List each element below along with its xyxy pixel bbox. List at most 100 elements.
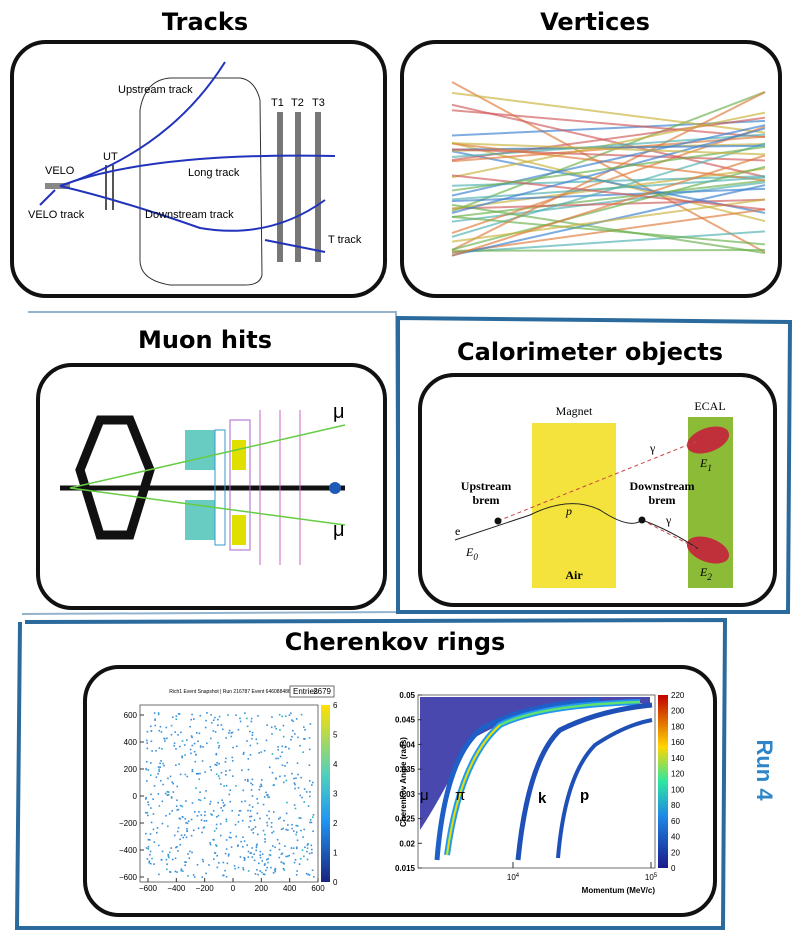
hit [294, 862, 296, 864]
hit [181, 757, 183, 759]
hit [251, 738, 253, 740]
hit [151, 822, 153, 824]
hit [221, 772, 223, 774]
hit [196, 773, 198, 775]
hit [158, 769, 160, 771]
colorbar-tick-label: 0 [333, 878, 338, 887]
hit [288, 748, 290, 750]
hit [214, 764, 216, 766]
hit [277, 749, 279, 751]
hit [304, 729, 306, 731]
hit [204, 815, 206, 817]
hit [229, 801, 231, 803]
hit [153, 863, 155, 865]
hit [225, 758, 227, 760]
hit [180, 732, 182, 734]
hit [220, 823, 222, 825]
hit [302, 751, 304, 753]
colorbar-tick-label: 140 [671, 754, 685, 763]
hit [307, 859, 309, 861]
hit [223, 862, 225, 864]
hit [293, 778, 295, 780]
hit [191, 737, 193, 739]
hit [257, 802, 259, 804]
hit [218, 862, 220, 864]
hit [148, 769, 150, 771]
hit [148, 846, 150, 848]
hit [278, 818, 280, 820]
hit [197, 773, 199, 775]
hit [206, 743, 208, 745]
hit [204, 797, 206, 799]
hit [184, 744, 186, 746]
hit [175, 858, 177, 860]
hit [293, 847, 295, 849]
hit [161, 731, 163, 733]
hit [228, 853, 230, 855]
hit [280, 861, 282, 863]
y-tick-label: 200 [124, 765, 138, 774]
hit [150, 863, 152, 865]
hit [214, 717, 216, 719]
hit [297, 774, 299, 776]
hit [150, 762, 152, 764]
hit [264, 864, 266, 866]
hit [170, 776, 172, 778]
hit [291, 847, 293, 849]
hit [230, 837, 232, 839]
hit [297, 737, 299, 739]
hit [252, 806, 254, 808]
x-tick-label: 0 [231, 884, 236, 893]
colorbar-tick-label: 120 [671, 770, 685, 779]
hit [283, 782, 285, 784]
hit [234, 865, 236, 867]
axis-label: Momentum (MeV/c) [582, 886, 656, 895]
hit [303, 738, 305, 740]
hit [274, 726, 276, 728]
hit [190, 753, 192, 755]
hit [254, 819, 256, 821]
hit [258, 752, 260, 754]
particle-label: π [455, 787, 465, 804]
hit [170, 871, 172, 873]
hit [195, 761, 197, 763]
hit [231, 757, 233, 759]
hit [295, 859, 297, 861]
hit [243, 869, 245, 871]
hit [158, 874, 160, 876]
hit [219, 716, 221, 718]
hit [147, 848, 149, 850]
hit [235, 785, 237, 787]
hit [242, 836, 244, 838]
hit [299, 795, 301, 797]
hit [252, 784, 254, 786]
hit [219, 778, 221, 780]
hit [175, 748, 177, 750]
hit [215, 852, 217, 854]
hit [311, 822, 313, 824]
hit [216, 824, 218, 826]
panel-title: Muon hits [138, 326, 272, 354]
colorbar-tick-label: 60 [671, 817, 680, 826]
hit [266, 822, 268, 824]
hit [294, 782, 296, 784]
hit [267, 862, 269, 864]
hit [279, 714, 281, 716]
hit [284, 775, 286, 777]
hit [246, 844, 248, 846]
hit [266, 859, 268, 861]
hit [256, 738, 258, 740]
hit [302, 836, 304, 838]
hit [172, 859, 174, 861]
hit [177, 734, 179, 736]
hit [273, 872, 275, 874]
hit [176, 799, 178, 801]
label: T2 [291, 97, 304, 109]
hit [260, 784, 262, 786]
hit [176, 805, 178, 807]
hit [259, 818, 261, 820]
hit [295, 825, 297, 827]
hit [283, 725, 285, 727]
hit [150, 774, 152, 776]
hit [251, 847, 253, 849]
